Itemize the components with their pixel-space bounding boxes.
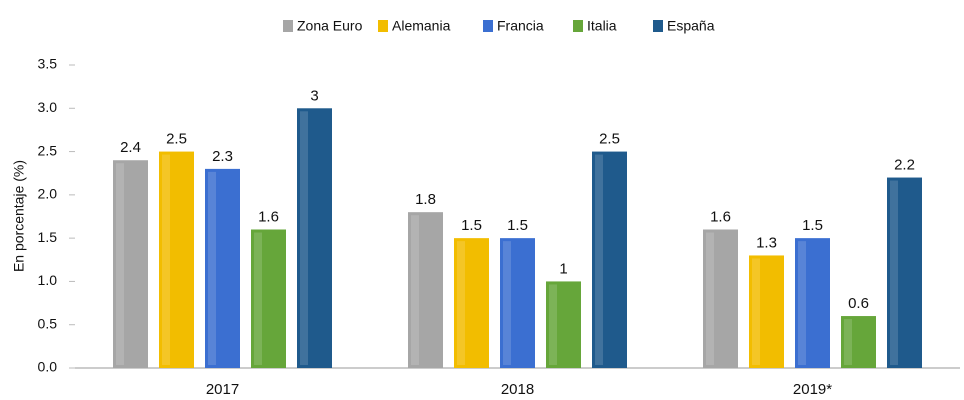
data-label: 1.6 xyxy=(258,208,279,225)
data-label: 3 xyxy=(310,87,318,104)
bar xyxy=(251,229,286,368)
bar-shine xyxy=(254,232,262,365)
x-tick-label: 2018 xyxy=(501,381,534,398)
legend-swatch xyxy=(653,20,663,32)
bar xyxy=(841,316,876,368)
x-tick-label: 2019* xyxy=(793,381,832,398)
bar xyxy=(297,108,332,369)
bar-shine xyxy=(890,180,898,365)
bar-shine xyxy=(116,163,124,365)
bar-shine xyxy=(706,232,714,365)
bar-shine xyxy=(595,154,603,365)
bar xyxy=(500,238,535,368)
y-tick-label: 2.5 xyxy=(38,142,58,158)
data-label: 1.5 xyxy=(461,217,482,234)
bar-shine xyxy=(457,241,465,365)
data-label: 1.5 xyxy=(802,217,823,234)
bar-shine xyxy=(752,258,760,365)
legend-swatch xyxy=(378,20,388,32)
legend-swatch xyxy=(483,20,493,32)
y-tick-label: 2.0 xyxy=(38,186,58,202)
bar-shine xyxy=(411,215,419,365)
bar xyxy=(795,238,830,368)
y-tick-label: 1.5 xyxy=(38,229,58,245)
data-label: 1.5 xyxy=(507,217,528,234)
data-label: 1 xyxy=(559,260,567,277)
bar xyxy=(887,177,922,368)
bar xyxy=(592,151,627,368)
legend-swatch xyxy=(573,20,583,32)
bar-shine xyxy=(844,319,852,365)
legend-label: Zona Euro xyxy=(297,18,363,34)
legend-label: Alemania xyxy=(392,18,451,34)
data-label: 0.6 xyxy=(848,295,869,312)
bar-shine xyxy=(503,241,511,365)
x-tick-label: 2017 xyxy=(206,381,239,398)
y-tick-label: 3.5 xyxy=(38,56,58,72)
bar xyxy=(703,229,738,368)
bar-shine xyxy=(798,241,806,365)
bar xyxy=(454,238,489,368)
data-label: 2.2 xyxy=(894,157,915,174)
bar xyxy=(546,281,581,368)
y-tick-label: 3.0 xyxy=(38,99,58,115)
legend-swatch xyxy=(283,20,293,32)
bar-shine xyxy=(300,111,308,366)
y-axis-label: En porcentaje (%) xyxy=(11,160,27,272)
data-label: 1.6 xyxy=(710,208,731,225)
y-tick-label: 0.0 xyxy=(38,359,58,375)
y-tick-label: 1.0 xyxy=(38,272,58,288)
bar xyxy=(159,151,194,368)
y-tick-label: 0.5 xyxy=(38,315,58,331)
bar-shine xyxy=(162,154,170,365)
data-label: 2.5 xyxy=(166,131,187,148)
data-label: 2.4 xyxy=(120,139,141,156)
data-label: 1.3 xyxy=(756,234,777,251)
bar xyxy=(408,212,443,368)
bar-shine xyxy=(208,171,216,365)
data-label: 1.8 xyxy=(415,191,436,208)
bar xyxy=(113,160,148,368)
legend-label: España xyxy=(667,18,715,34)
legend-label: Francia xyxy=(497,18,544,34)
data-label: 2.3 xyxy=(212,148,233,165)
legend-label: Italia xyxy=(587,18,617,34)
data-label: 2.5 xyxy=(599,131,620,148)
bar-shine xyxy=(549,284,557,365)
bar xyxy=(205,168,240,368)
bar xyxy=(749,255,784,368)
